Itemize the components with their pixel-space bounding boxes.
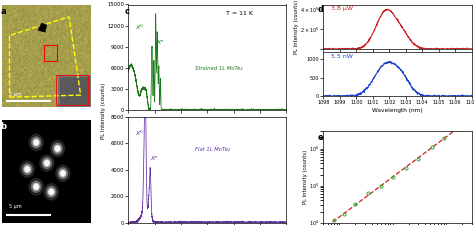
- Polygon shape: [38, 23, 47, 32]
- X-axis label: Wavelength (nm): Wavelength (nm): [372, 108, 423, 113]
- Text: $X^s$: $X^s$: [156, 38, 165, 47]
- Bar: [56, 74, 88, 105]
- Text: b: b: [0, 122, 7, 131]
- Circle shape: [24, 166, 30, 173]
- Text: d: d: [318, 5, 323, 14]
- Circle shape: [34, 184, 38, 189]
- Text: $X^s$: $X^s$: [150, 155, 159, 163]
- Text: $X^0$: $X^0$: [135, 129, 144, 138]
- Text: 5 μm: 5 μm: [9, 92, 21, 97]
- Text: c: c: [125, 7, 130, 16]
- Circle shape: [46, 186, 56, 198]
- Y-axis label: PL Intensity (counts): PL Intensity (counts): [101, 82, 106, 139]
- Text: Flat 1L MoTe₂: Flat 1L MoTe₂: [195, 147, 230, 152]
- Text: 5.5 nW: 5.5 nW: [331, 54, 353, 59]
- Text: 5 μm: 5 μm: [9, 204, 21, 209]
- Text: a: a: [0, 7, 6, 16]
- Text: T = 11 K: T = 11 K: [226, 11, 253, 16]
- Circle shape: [33, 183, 39, 190]
- Circle shape: [33, 139, 39, 146]
- Bar: [44, 45, 57, 61]
- Y-axis label: PL Intensity (counts): PL Intensity (counts): [302, 150, 308, 204]
- Circle shape: [48, 188, 55, 196]
- Circle shape: [31, 181, 41, 192]
- Circle shape: [61, 171, 65, 176]
- Circle shape: [44, 160, 50, 167]
- Circle shape: [55, 145, 61, 152]
- Circle shape: [25, 167, 29, 171]
- Circle shape: [40, 155, 54, 171]
- Circle shape: [60, 170, 66, 177]
- Text: Strained 1L MoTe₂: Strained 1L MoTe₂: [195, 66, 242, 71]
- Text: e: e: [318, 133, 323, 142]
- Circle shape: [22, 164, 32, 175]
- Circle shape: [53, 143, 63, 154]
- Circle shape: [42, 157, 52, 169]
- Circle shape: [34, 140, 38, 145]
- Text: $X^0$: $X^0$: [135, 23, 144, 32]
- Circle shape: [29, 178, 43, 195]
- Circle shape: [29, 134, 43, 151]
- Circle shape: [50, 140, 64, 157]
- Circle shape: [44, 184, 58, 200]
- Text: 3.8 μW: 3.8 μW: [331, 6, 353, 11]
- Circle shape: [56, 165, 70, 182]
- Circle shape: [55, 146, 60, 151]
- Circle shape: [31, 137, 41, 148]
- Circle shape: [58, 168, 68, 179]
- Circle shape: [20, 161, 35, 178]
- Y-axis label: PL Intensity (counts): PL Intensity (counts): [293, 0, 299, 54]
- Circle shape: [49, 190, 53, 194]
- Circle shape: [45, 161, 49, 165]
